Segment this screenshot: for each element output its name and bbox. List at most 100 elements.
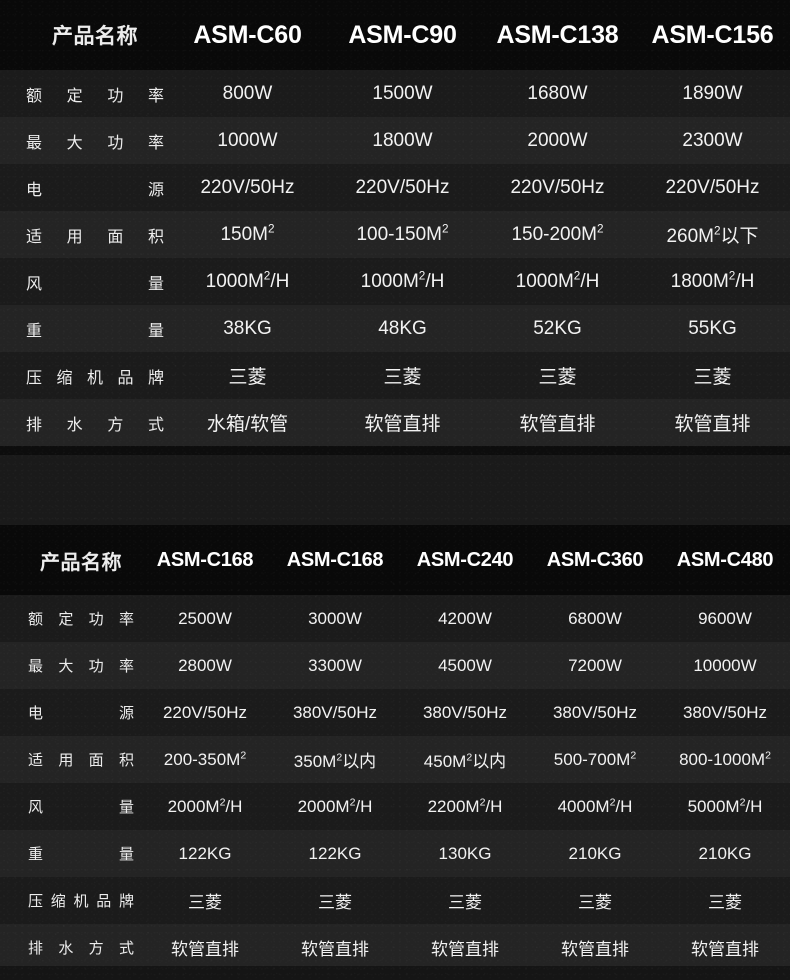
spec-value: 1000M2/H — [205, 269, 290, 292]
spec-value: 软管直排 — [561, 940, 629, 959]
spec-value: 380V/50Hz — [682, 702, 768, 722]
spec-value: 210KG — [568, 843, 622, 863]
spec-value: 3300W — [308, 655, 362, 675]
spec-value: 三菱 — [538, 367, 577, 388]
spec-value: 三菱 — [448, 893, 482, 912]
spec-value: 三菱 — [228, 367, 267, 388]
table-row: 电源 220V/50Hz 220V/50Hz 220V/50Hz 220V/50Hz — [0, 164, 790, 211]
table-header-row: 产品名称 ASM-C60 ASM-C90 ASM-C138 ASM-C156 — [0, 0, 790, 70]
table-row: 压缩机品牌 三菱 三菱 三菱 三菱 — [0, 352, 790, 399]
spec-value: 软管直排 — [301, 940, 369, 959]
spec-value: 软管直排 — [674, 414, 751, 435]
spec-value: 48KG — [378, 317, 427, 339]
spec-value: 122KG — [178, 843, 232, 863]
spec-value: 2000M2/H — [167, 795, 243, 816]
spec-value: 三菱 — [383, 367, 422, 388]
column-header-product-name: 产品名称 — [40, 551, 122, 574]
column-header-model: ASM-C480 — [676, 548, 774, 571]
table-row: 压缩机品牌 三菱 三菱 三菱 三菱 三菱 — [0, 877, 790, 924]
spec-value: 380V/50Hz — [552, 702, 638, 722]
row-label: 电源 — [28, 705, 134, 722]
spec-value: 130KG — [438, 843, 492, 863]
spec-value: 350M2以内 — [293, 751, 377, 771]
spec-value: 1000M2/H — [515, 269, 600, 292]
spec-value: 4200W — [438, 608, 492, 628]
spec-value: 150M2 — [220, 222, 275, 245]
spec-value: 1500W — [372, 82, 433, 104]
row-label: 排水方式 — [26, 416, 164, 434]
spec-value: 38KG — [223, 317, 272, 339]
spec-value: 220V/50Hz — [665, 176, 760, 198]
spec-value: 800-1000M2 — [679, 748, 771, 769]
spec-value: 210KG — [698, 843, 752, 863]
spec-value: 1000W — [217, 129, 278, 151]
spec-value: 55KG — [688, 317, 737, 339]
spec-value: 三菱 — [693, 367, 732, 388]
spec-value: 软管直排 — [691, 940, 759, 959]
spec-value: 1800W — [372, 129, 433, 151]
spec-value: 5000M2/H — [687, 795, 763, 816]
table-row: 最大功率 1000W 1800W 2000W 2300W — [0, 117, 790, 164]
spec-value: 水箱/软管 — [206, 414, 289, 435]
spec-value: 软管直排 — [519, 414, 596, 435]
spec-value: 7200W — [568, 655, 622, 675]
spec-value: 2300W — [682, 129, 743, 151]
spec-value: 三菱 — [318, 893, 352, 912]
spec-value: 2500W — [178, 608, 232, 628]
column-header-model: ASM-C360 — [546, 548, 644, 571]
row-label: 最大功率 — [28, 658, 134, 675]
spec-value: 三菱 — [188, 893, 222, 912]
spec-value: 三菱 — [578, 893, 612, 912]
spec-table-1: 产品名称 ASM-C60 ASM-C90 ASM-C138 ASM-C156 额定功率 80… — [0, 0, 790, 446]
spec-value: 1800M2/H — [670, 269, 755, 292]
row-label: 重量 — [28, 846, 134, 863]
table-row: 排水方式 软管直排 软管直排 软管直排 软管直排 软管直排 — [0, 924, 790, 971]
column-header-model: ASM-C168 — [156, 548, 254, 571]
row-label: 额定功率 — [26, 87, 164, 105]
table-separator-strip — [0, 455, 790, 525]
spec-value: 1680W — [527, 82, 588, 104]
row-label: 压缩机品牌 — [28, 893, 134, 910]
spec-value: 2200M2/H — [427, 795, 503, 816]
spec-value: 380V/50Hz — [422, 702, 508, 722]
row-label: 压缩机品牌 — [26, 369, 164, 387]
table-row: 重量 122KG 122KG 130KG 210KG 210KG — [0, 830, 790, 877]
table-row: 风量 2000M2/H 2000M2/H 2200M2/H 4000M2/H 5000M2… — [0, 783, 790, 830]
spec-value: 500-700M2 — [553, 748, 637, 769]
spec-value: 4000M2/H — [557, 795, 633, 816]
spec-value: 1000M2/H — [360, 269, 445, 292]
spec-value: 800W — [222, 82, 273, 104]
table-row: 电源 220V/50Hz 380V/50Hz 380V/50Hz 380V/50Hz 38… — [0, 689, 790, 736]
spec-value: 软管直排 — [171, 940, 239, 959]
table-row: 重量 38KG 48KG 52KG 55KG — [0, 305, 790, 352]
row-label: 额定功率 — [28, 611, 134, 628]
row-label: 风量 — [26, 275, 164, 293]
row-label: 适用面积 — [26, 228, 164, 246]
row-label: 风量 — [28, 799, 134, 816]
spec-value: 220V/50Hz — [510, 176, 605, 198]
table-row: 适用面积 200-350M2 350M2以内 450M2以内 500-700M2 800-… — [0, 736, 790, 783]
spec-value: 220V/50Hz — [162, 702, 248, 722]
spec-value: 10000W — [693, 655, 757, 675]
spec-value: 200-350M2 — [163, 748, 247, 769]
spec-value: 1890W — [682, 82, 743, 104]
spec-table-2: 产品名称 ASM-C168 ASM-C168 ASM-C240 ASM-C360 ASM-… — [0, 525, 790, 971]
column-header-model: ASM-C156 — [651, 20, 774, 49]
column-header-model: ASM-C138 — [496, 20, 619, 49]
table-row: 排水方式 水箱/软管 软管直排 软管直排 软管直排 — [0, 399, 790, 446]
spec-value: 52KG — [533, 317, 582, 339]
row-label: 电源 — [26, 181, 164, 199]
spec-value: 450M2以内 — [423, 751, 507, 771]
spec-value: 220V/50Hz — [200, 176, 295, 198]
spec-value: 软管直排 — [364, 414, 441, 435]
spec-value: 2000W — [527, 129, 588, 151]
spec-value: 2000M2/H — [297, 795, 373, 816]
spec-value: 2800W — [178, 655, 232, 675]
table-header-row: 产品名称 ASM-C168 ASM-C168 ASM-C240 ASM-C360 ASM-… — [0, 525, 790, 595]
column-header-model: ASM-C90 — [348, 20, 457, 49]
spec-value: 软管直排 — [431, 940, 499, 959]
column-header-model: ASM-C168 — [286, 548, 384, 571]
table-row: 风量 1000M2/H 1000M2/H 1000M2/H 1800M2/H — [0, 258, 790, 305]
spec-value: 9600W — [698, 608, 752, 628]
